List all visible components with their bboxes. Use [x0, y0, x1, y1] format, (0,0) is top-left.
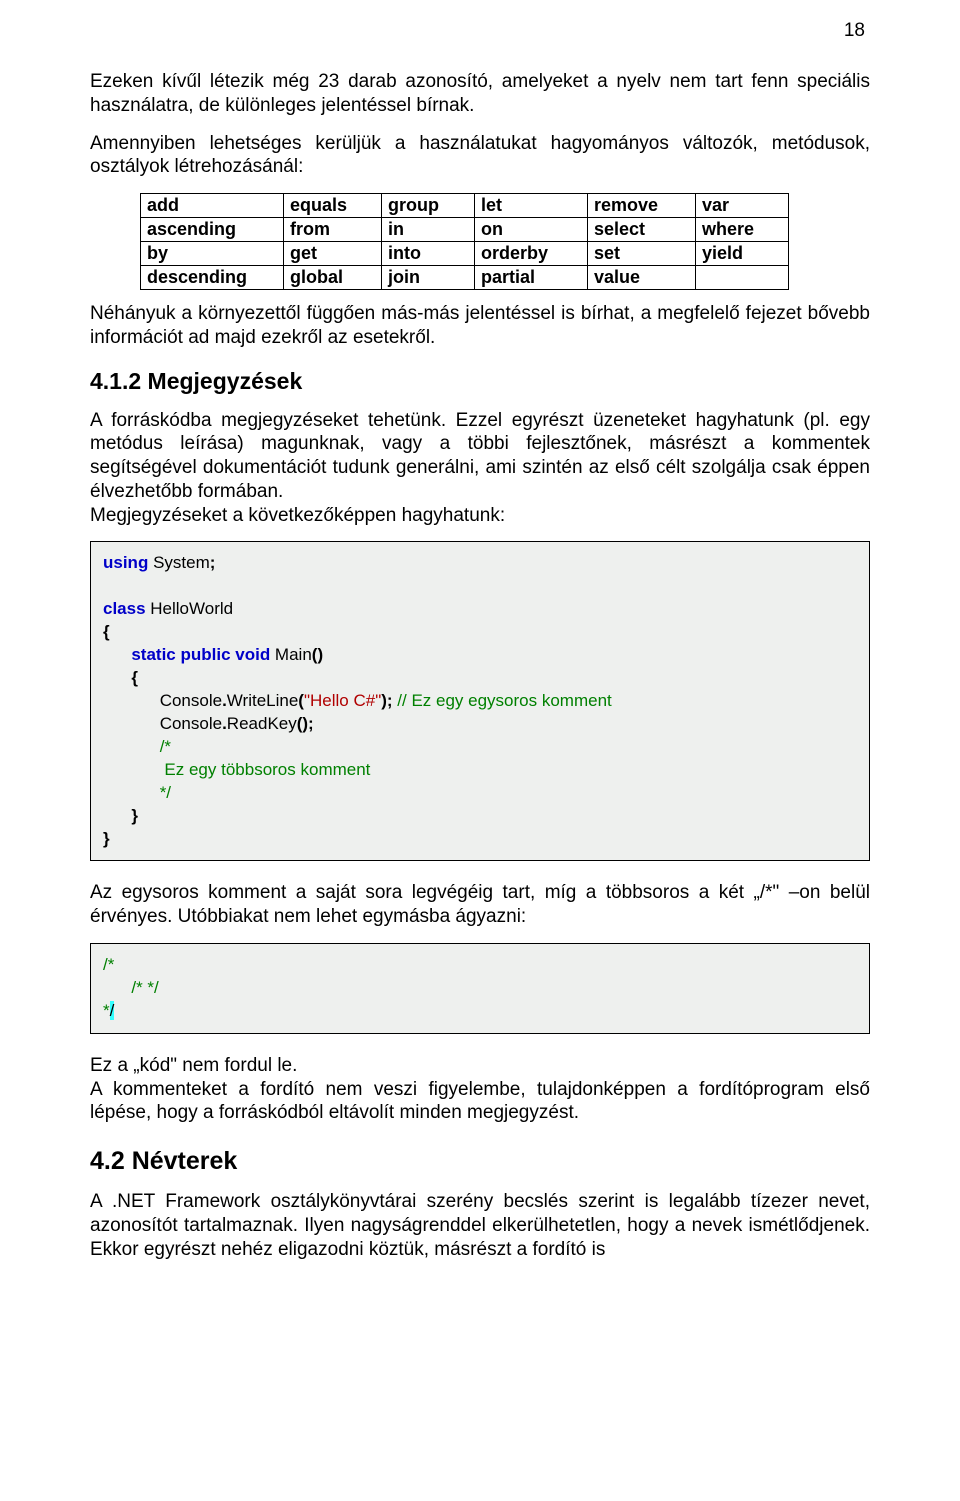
code-keyword: using [103, 553, 148, 572]
code-text: ReadKey [227, 714, 297, 733]
code-comment: /* [160, 737, 171, 756]
code-punct: { [103, 622, 110, 641]
table-cell: var [696, 194, 789, 218]
paragraph: Az egysoros komment a saját sora legvégé… [90, 881, 870, 929]
table-cell: descending [141, 266, 284, 290]
code-string: "Hello C#" [304, 691, 381, 710]
table-row: bygetintoorderbysetyield [141, 242, 789, 266]
keyword-table: addequalsgroupletremovevarascendingfromi… [140, 193, 789, 290]
table-cell: remove [588, 194, 696, 218]
code-text: Console [160, 714, 222, 733]
code-punct: { [131, 668, 138, 687]
code-punct: (); [297, 714, 314, 733]
table-cell: on [475, 218, 588, 242]
code-comment: /* */ [131, 978, 158, 997]
table-cell: ascending [141, 218, 284, 242]
section-heading: 4.2 Névterek [90, 1147, 870, 1176]
paragraph: A forráskódba megjegyzéseket tehetünk. E… [90, 409, 870, 504]
code-comment: * [103, 1001, 110, 1020]
code-highlight: / [110, 1001, 115, 1020]
code-keyword: class [103, 599, 146, 618]
table-row: descendingglobaljoinpartialvalue [141, 266, 789, 290]
table-cell: add [141, 194, 284, 218]
page-number: 18 [844, 20, 865, 42]
code-text: Console [160, 691, 222, 710]
paragraph: Amennyiben lehetséges kerüljük a használ… [90, 132, 870, 180]
paragraph: Ezeken kívűl létezik még 23 darab azonos… [90, 70, 870, 118]
table-cell: value [588, 266, 696, 290]
code-comment: */ [160, 783, 171, 802]
table-cell: in [382, 218, 475, 242]
table-cell: yield [696, 242, 789, 266]
table-row: ascendingfrominonselectwhere [141, 218, 789, 242]
code-text: Main [270, 645, 312, 664]
table-cell: global [284, 266, 382, 290]
table-row: addequalsgroupletremovevar [141, 194, 789, 218]
table-cell: let [475, 194, 588, 218]
table-cell: orderby [475, 242, 588, 266]
paragraph: Néhányuk a környezettől függően más-más … [90, 302, 870, 350]
code-punct: } [103, 829, 110, 848]
code-punct: ); [381, 691, 392, 710]
code-comment: // Ez egy egysoros komment [393, 691, 612, 710]
code-comment: /* [103, 955, 114, 974]
code-comment: Ez egy többsoros komment [160, 760, 371, 779]
section-heading: 4.1.2 Megjegyzések [90, 368, 870, 395]
code-punct: ; [210, 553, 216, 572]
code-text: HelloWorld [146, 599, 234, 618]
table-cell: from [284, 218, 382, 242]
table-cell: partial [475, 266, 588, 290]
code-block: /* /* */ */ [90, 943, 870, 1034]
table-cell: get [284, 242, 382, 266]
table-cell: into [382, 242, 475, 266]
table-cell: join [382, 266, 475, 290]
table-cell: group [382, 194, 475, 218]
code-text: WriteLine [227, 691, 299, 710]
paragraph: Ez a „kód" nem fordul le. [90, 1054, 870, 1078]
table-cell: by [141, 242, 284, 266]
table-cell [696, 266, 789, 290]
code-punct: } [131, 806, 138, 825]
code-block: using System; class HelloWorld { static … [90, 541, 870, 861]
code-punct: () [312, 645, 323, 664]
table-cell: set [588, 242, 696, 266]
table-cell: select [588, 218, 696, 242]
paragraph: A .NET Framework osztálykönyvtárai szeré… [90, 1190, 870, 1261]
code-keyword: static public void [131, 645, 270, 664]
paragraph: Megjegyzéseket a következőképpen hagyhat… [90, 504, 870, 528]
paragraph: A kommenteket a fordító nem veszi figyel… [90, 1078, 870, 1126]
table-cell: equals [284, 194, 382, 218]
table-cell: where [696, 218, 789, 242]
code-text: System [148, 553, 209, 572]
